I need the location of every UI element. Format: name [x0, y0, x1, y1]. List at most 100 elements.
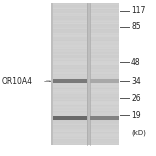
Bar — [90, 71, 119, 72]
Bar — [53, 76, 87, 78]
Text: 85: 85 — [131, 22, 141, 31]
Bar — [90, 24, 119, 26]
Bar — [90, 42, 119, 43]
Bar — [90, 137, 119, 138]
Bar — [53, 59, 87, 60]
Bar — [53, 3, 87, 145]
Bar — [53, 79, 87, 80]
Bar — [53, 72, 87, 73]
Bar — [53, 95, 87, 97]
Text: (kD): (kD) — [131, 129, 146, 136]
Bar — [90, 40, 119, 41]
Bar — [90, 14, 119, 15]
Bar — [53, 16, 87, 17]
Bar — [90, 44, 119, 46]
Bar — [90, 63, 119, 65]
Bar — [90, 47, 119, 48]
Bar — [90, 74, 119, 75]
Bar — [90, 35, 119, 36]
Bar — [53, 26, 87, 27]
Bar — [53, 117, 87, 118]
Bar — [53, 119, 87, 120]
Bar — [90, 92, 119, 93]
Bar — [53, 48, 87, 49]
Bar — [90, 104, 119, 105]
Bar — [53, 43, 87, 44]
Bar — [53, 81, 87, 82]
Bar — [53, 41, 87, 42]
Bar — [53, 23, 87, 24]
Bar — [90, 120, 119, 121]
Bar — [90, 67, 119, 68]
Bar — [90, 98, 119, 99]
Bar — [53, 50, 87, 52]
Bar — [90, 105, 119, 106]
Text: 19: 19 — [131, 111, 141, 120]
Bar — [90, 144, 119, 145]
Bar — [53, 121, 87, 123]
Bar — [90, 106, 119, 107]
Bar — [53, 42, 87, 43]
Bar — [90, 23, 119, 24]
Bar — [90, 62, 119, 63]
Bar — [90, 124, 119, 125]
Bar — [90, 115, 119, 117]
Bar — [90, 54, 119, 55]
Bar — [90, 107, 119, 108]
Bar — [90, 3, 119, 4]
Bar — [90, 97, 119, 98]
Bar — [53, 29, 87, 30]
Bar — [53, 140, 87, 141]
Bar — [90, 136, 119, 137]
Bar — [53, 68, 87, 69]
Bar — [53, 82, 87, 84]
Bar — [53, 37, 87, 39]
Bar — [90, 125, 119, 126]
Bar — [53, 11, 87, 13]
Bar — [53, 19, 87, 20]
Bar — [53, 129, 87, 130]
Bar — [90, 7, 119, 8]
Bar — [53, 32, 87, 33]
Bar — [53, 84, 87, 85]
Bar — [53, 114, 87, 115]
Bar — [53, 24, 87, 26]
Bar — [90, 131, 119, 132]
Bar — [90, 132, 119, 133]
Bar — [90, 140, 119, 141]
Bar — [90, 20, 119, 21]
Bar — [53, 65, 87, 66]
Bar — [53, 55, 87, 56]
Bar — [53, 88, 87, 90]
Bar — [53, 8, 87, 9]
Bar — [90, 118, 119, 119]
Bar — [90, 133, 119, 134]
Bar — [90, 82, 119, 84]
Bar — [90, 81, 119, 82]
Bar — [53, 137, 87, 138]
Bar — [53, 107, 87, 108]
Bar — [53, 67, 87, 68]
Bar — [90, 114, 119, 115]
Bar — [53, 15, 87, 16]
Bar — [53, 118, 87, 119]
Text: OR10A4: OR10A4 — [2, 77, 33, 86]
Bar — [53, 108, 87, 110]
Bar — [90, 90, 119, 91]
Bar — [53, 28, 87, 29]
Bar — [53, 112, 87, 113]
Bar — [90, 123, 119, 124]
Bar — [90, 111, 119, 112]
Bar — [53, 90, 87, 91]
Bar — [90, 127, 119, 129]
Bar — [53, 56, 87, 58]
Bar — [90, 56, 119, 58]
Bar — [90, 52, 119, 53]
Bar — [53, 53, 87, 54]
Bar — [53, 139, 87, 140]
Bar — [53, 58, 87, 59]
Bar — [53, 94, 87, 95]
Bar — [53, 133, 87, 134]
Bar — [90, 116, 119, 120]
Bar — [90, 119, 119, 120]
